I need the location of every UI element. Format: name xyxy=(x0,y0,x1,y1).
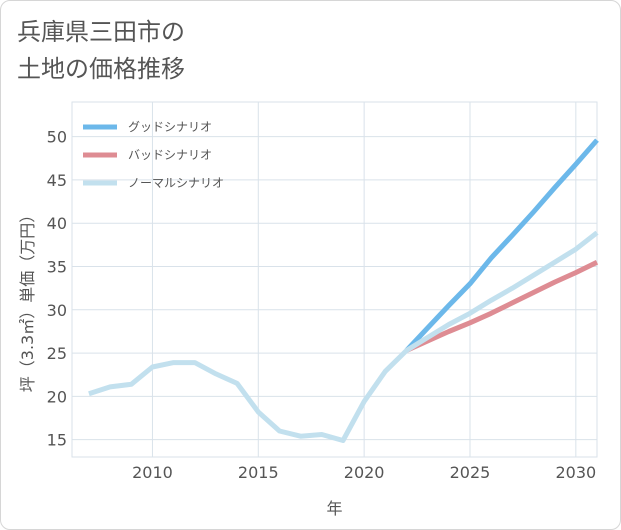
plot-area xyxy=(71,101,598,458)
y-tick-label: 15 xyxy=(47,431,67,450)
y-tick-label: 30 xyxy=(47,301,67,320)
title-line-1: 兵庫県三田市の xyxy=(17,18,185,46)
series-line-1 xyxy=(404,138,599,353)
y-tick-label: 50 xyxy=(47,128,67,147)
y-tick-label: 35 xyxy=(47,258,67,277)
title-line-2: 土地の価格推移 xyxy=(17,55,185,83)
x-tick-label: 2015 xyxy=(238,463,279,482)
x-tick-label: 2020 xyxy=(344,463,385,482)
y-tick-label: 45 xyxy=(47,171,67,190)
y-tick-label: 25 xyxy=(47,344,67,363)
plot-frame xyxy=(71,101,598,458)
x-tick-label: 2025 xyxy=(450,463,491,482)
x-axis-label: 年 xyxy=(326,499,342,518)
y-tick-label: 40 xyxy=(47,214,67,233)
legend-label-3: ノーマルシナリオ xyxy=(128,176,224,190)
x-tick-label: 2030 xyxy=(555,463,596,482)
grid-lines xyxy=(72,102,597,457)
y-axis-label: 坪（3.3㎡）単価（万円） xyxy=(18,207,37,392)
series-line-2 xyxy=(405,259,599,353)
legend-label-2: バッドシナリオ xyxy=(128,148,212,162)
y-tick-label: 20 xyxy=(47,387,67,406)
x-tick-label: 2010 xyxy=(132,463,173,482)
legend-label-1: グッドシナリオ xyxy=(128,120,212,134)
series-lines xyxy=(88,138,599,443)
series-line-3 xyxy=(88,230,599,443)
chart-title: 兵庫県三田市の 土地の価格推移 xyxy=(17,14,185,88)
